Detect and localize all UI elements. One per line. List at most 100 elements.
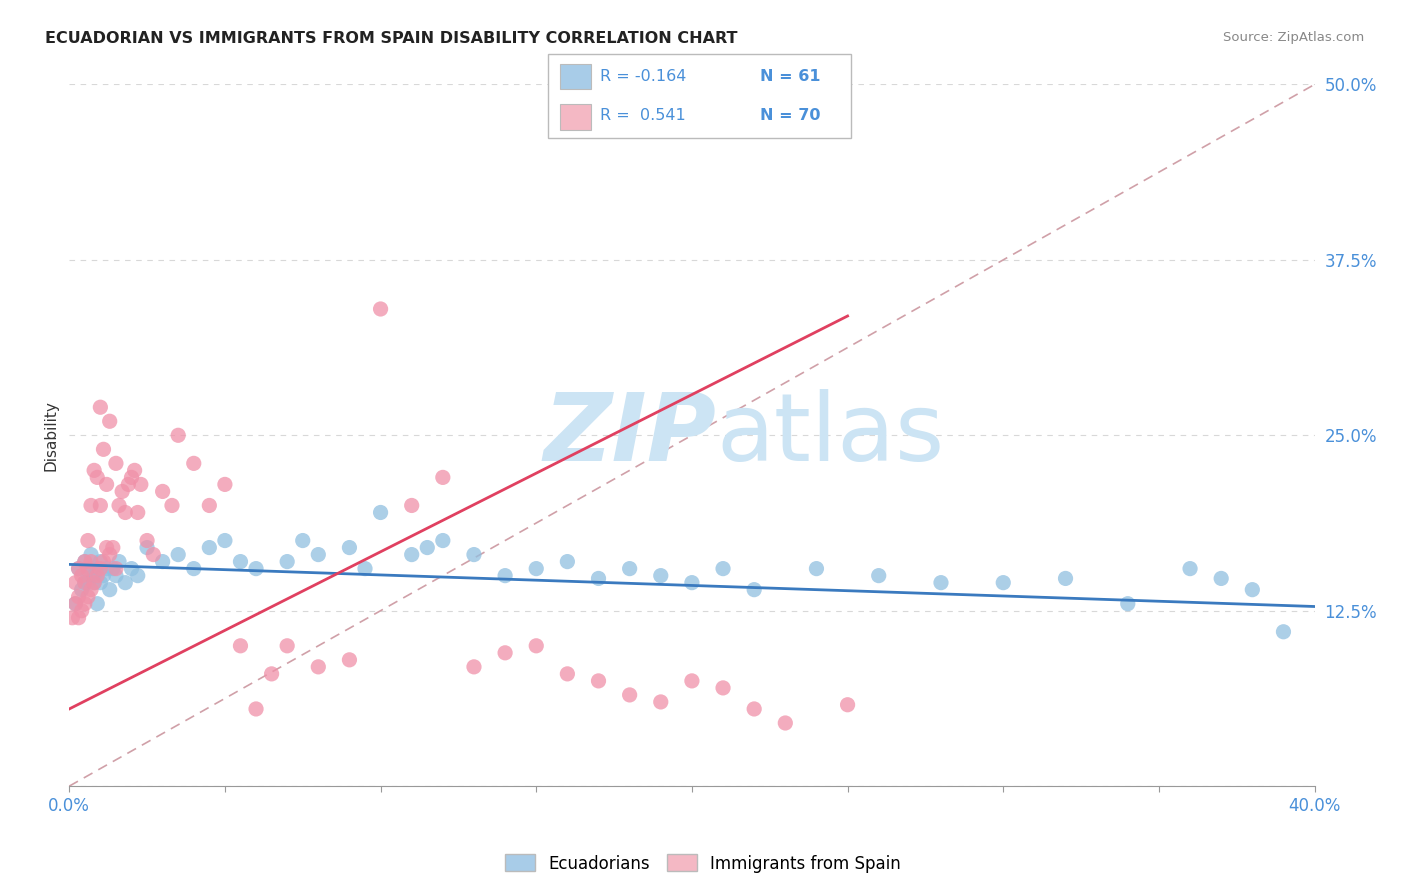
Point xyxy=(73,555,96,569)
Point xyxy=(108,499,131,513)
Point xyxy=(70,604,93,618)
Point xyxy=(245,702,267,716)
Text: Source: ZipAtlas.com: Source: ZipAtlas.com xyxy=(1223,31,1364,45)
Point xyxy=(229,639,252,653)
Point xyxy=(73,597,96,611)
Point xyxy=(276,639,298,653)
Text: N = 70: N = 70 xyxy=(759,108,821,123)
Point xyxy=(77,590,100,604)
Point xyxy=(73,575,96,590)
Point xyxy=(70,568,93,582)
Point xyxy=(463,548,485,562)
Point xyxy=(494,568,516,582)
Point xyxy=(1211,571,1233,585)
Point xyxy=(806,561,828,575)
Point xyxy=(370,301,392,316)
Point xyxy=(67,590,90,604)
Point xyxy=(775,716,797,731)
Point xyxy=(83,463,105,477)
Point xyxy=(89,555,111,569)
Point xyxy=(60,611,83,625)
Point xyxy=(339,653,361,667)
Point xyxy=(67,561,90,575)
Point xyxy=(214,533,236,548)
Point xyxy=(557,666,579,681)
Point xyxy=(108,555,131,569)
Point xyxy=(86,597,108,611)
Point xyxy=(214,477,236,491)
Point xyxy=(83,575,105,590)
Point xyxy=(77,575,100,590)
Point xyxy=(111,484,134,499)
Point xyxy=(65,575,87,590)
Y-axis label: Disability: Disability xyxy=(44,400,58,471)
Point xyxy=(77,568,100,582)
Point xyxy=(65,597,87,611)
Point xyxy=(401,548,423,562)
Point xyxy=(463,660,485,674)
Point xyxy=(93,568,115,582)
Point xyxy=(86,561,108,575)
Point xyxy=(1116,597,1139,611)
Point xyxy=(152,484,174,499)
Point xyxy=(93,555,115,569)
Text: N = 61: N = 61 xyxy=(759,69,821,84)
Point xyxy=(354,561,377,575)
Point xyxy=(711,561,734,575)
Point xyxy=(650,695,672,709)
Point xyxy=(198,541,221,555)
Point xyxy=(117,477,139,491)
Point xyxy=(89,561,111,575)
Point xyxy=(524,639,547,653)
Point xyxy=(121,470,143,484)
Point xyxy=(65,597,87,611)
Point xyxy=(80,499,103,513)
Text: atlas: atlas xyxy=(717,389,945,482)
Point xyxy=(619,561,641,575)
Point xyxy=(89,499,111,513)
Point xyxy=(557,555,579,569)
Point xyxy=(80,561,103,575)
Point xyxy=(77,533,100,548)
Point xyxy=(127,568,149,582)
Point xyxy=(80,582,103,597)
Point xyxy=(83,568,105,582)
Point xyxy=(80,555,103,569)
Point xyxy=(98,548,121,562)
Point xyxy=(83,575,105,590)
Point xyxy=(742,702,765,716)
Point xyxy=(339,541,361,555)
Point xyxy=(183,561,205,575)
Point xyxy=(114,506,136,520)
Point xyxy=(101,541,124,555)
Point xyxy=(98,414,121,428)
Point xyxy=(114,575,136,590)
Point xyxy=(291,533,314,548)
Point xyxy=(524,561,547,575)
Point xyxy=(416,541,439,555)
Point xyxy=(276,555,298,569)
Point xyxy=(136,533,159,548)
Text: R = -0.164: R = -0.164 xyxy=(600,69,686,84)
Point xyxy=(370,506,392,520)
Point xyxy=(183,456,205,470)
Point xyxy=(121,561,143,575)
Point xyxy=(86,568,108,582)
Point xyxy=(1272,624,1295,639)
Point xyxy=(101,561,124,575)
Point xyxy=(73,575,96,590)
Point xyxy=(129,477,152,491)
Point xyxy=(89,575,111,590)
Point xyxy=(837,698,859,712)
Point xyxy=(142,548,165,562)
Point xyxy=(588,673,610,688)
Point xyxy=(742,582,765,597)
Text: ECUADORIAN VS IMMIGRANTS FROM SPAIN DISABILITY CORRELATION CHART: ECUADORIAN VS IMMIGRANTS FROM SPAIN DISA… xyxy=(45,31,738,46)
Point xyxy=(307,660,329,674)
Point xyxy=(104,568,127,582)
Point xyxy=(229,555,252,569)
Point xyxy=(1178,561,1201,575)
FancyBboxPatch shape xyxy=(548,54,851,138)
Point xyxy=(245,561,267,575)
Point xyxy=(401,499,423,513)
